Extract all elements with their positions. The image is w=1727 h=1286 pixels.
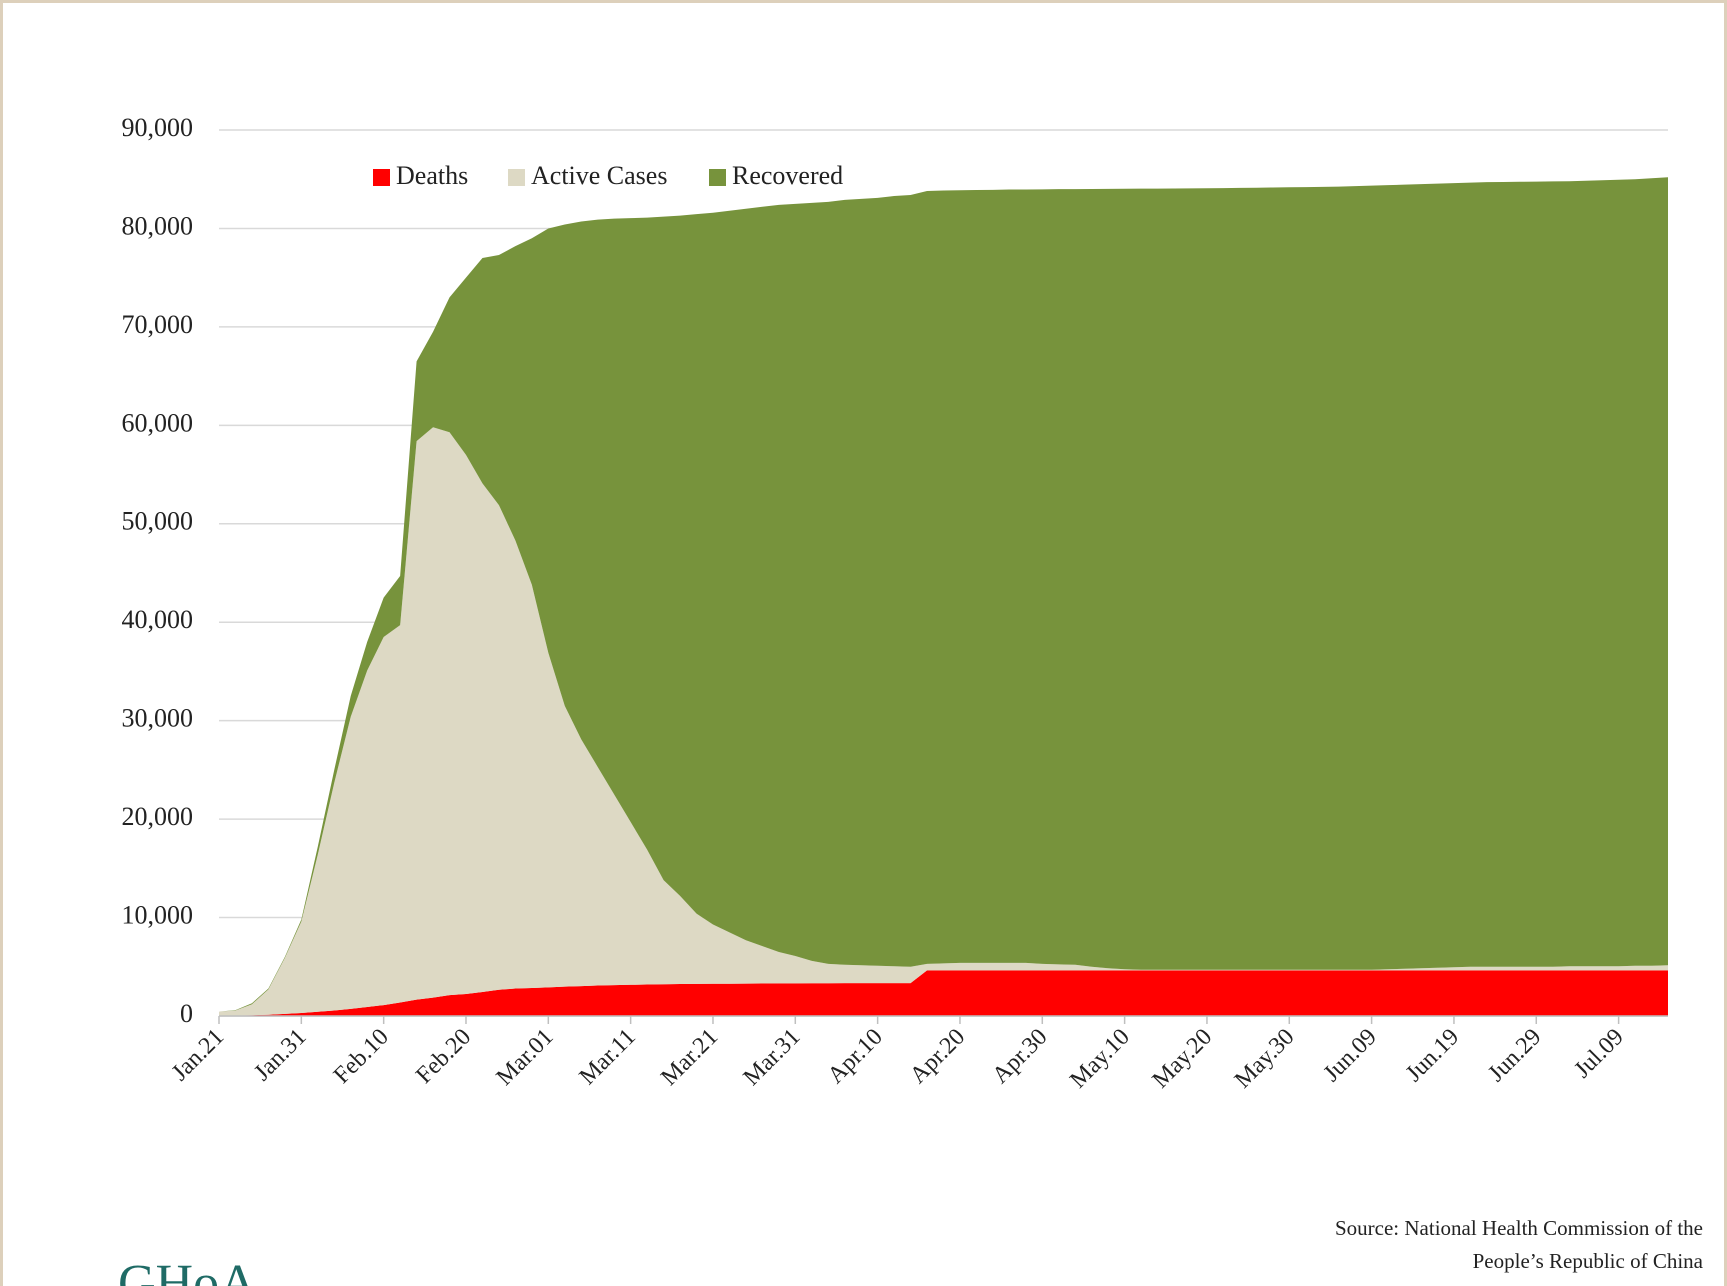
- y-tick-label: 20,000: [122, 802, 194, 831]
- area: [219, 427, 1668, 1016]
- legend-label: Deaths: [396, 161, 468, 190]
- x-tick-label: May.10: [1065, 1024, 1135, 1094]
- x-tick-label: Jun.09: [1319, 1024, 1382, 1087]
- x-tick-label: Mar.01: [492, 1024, 559, 1091]
- y-tick-label: 0: [180, 999, 193, 1028]
- y-tick-label: 90,000: [122, 113, 194, 142]
- y-tick-label: 60,000: [122, 408, 194, 437]
- legend-label: Active Cases: [531, 161, 667, 190]
- area: [219, 177, 1668, 1012]
- x-tick-label: Jul.09: [1569, 1024, 1628, 1083]
- x-tick-label: Jan.31: [249, 1024, 311, 1086]
- area: [219, 970, 1668, 1016]
- x-tick-label: Mar.31: [739, 1024, 806, 1091]
- x-tick-label: Feb.20: [411, 1024, 476, 1089]
- x-tick-label: Mar.21: [656, 1024, 723, 1091]
- y-tick-label: 50,000: [122, 507, 194, 536]
- x-tick-label: Jun.19: [1401, 1024, 1464, 1087]
- x-tick-label: Apr.10: [823, 1024, 888, 1089]
- y-tick-label: 80,000: [122, 211, 194, 240]
- x-tick-label: Apr.20: [905, 1024, 970, 1089]
- x-tick-label: Feb.10: [329, 1024, 394, 1089]
- x-tick-label: Apr.30: [987, 1024, 1052, 1089]
- x-tick-label: May.20: [1148, 1024, 1218, 1094]
- y-tick-label: 70,000: [122, 310, 194, 339]
- y-tick-label: 30,000: [122, 704, 194, 733]
- legend-label: Recovered: [732, 161, 843, 190]
- source-line: People’s Republic of China: [1473, 1249, 1704, 1273]
- y-tick-label: 40,000: [122, 605, 194, 634]
- x-tick-label: May.30: [1230, 1024, 1300, 1094]
- legend-swatch: [373, 169, 390, 186]
- logo: GHoA: [118, 1255, 257, 1286]
- x-tick-label: Jan.21: [167, 1024, 229, 1086]
- x-tick-label: Mar.11: [575, 1024, 641, 1090]
- x-tick-label: Jun.29: [1483, 1024, 1546, 1087]
- source-line: Source: National Health Commission of th…: [1335, 1216, 1703, 1240]
- legend-swatch: [508, 169, 525, 186]
- legend-swatch: [709, 169, 726, 186]
- y-tick-label: 10,000: [122, 901, 194, 930]
